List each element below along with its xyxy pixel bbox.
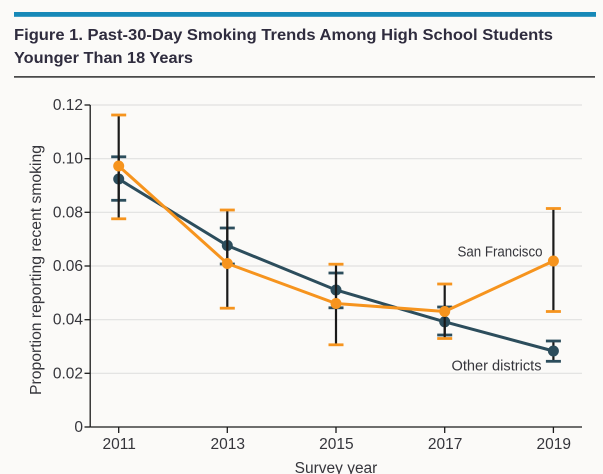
svg-text:0.02: 0.02 (53, 365, 83, 382)
svg-text:Younger Than 18 Years: Younger Than 18 Years (14, 50, 193, 67)
svg-text:Other districts: Other districts (452, 359, 542, 375)
svg-text:2011: 2011 (103, 436, 136, 453)
svg-text:Proportion reporting recent sm: Proportion reporting recent smoking (28, 145, 45, 395)
svg-text:Figure 1. Past-30-Day Smoking: Figure 1. Past-30-Day Smoking Trends Amo… (14, 27, 553, 44)
svg-text:2019: 2019 (537, 436, 571, 453)
svg-text:2015: 2015 (319, 436, 353, 453)
svg-text:Survey year: Survey year (295, 460, 378, 474)
svg-text:2017: 2017 (428, 436, 462, 453)
svg-text:0.10: 0.10 (53, 151, 84, 168)
svg-text:2013: 2013 (210, 436, 244, 453)
svg-text:0.06: 0.06 (53, 258, 83, 275)
svg-text:0.12: 0.12 (53, 97, 83, 114)
svg-text:0.04: 0.04 (53, 312, 84, 329)
svg-text:0.08: 0.08 (53, 204, 83, 221)
svg-text:San Francisco: San Francisco (458, 245, 543, 261)
svg-text:0: 0 (74, 419, 83, 436)
